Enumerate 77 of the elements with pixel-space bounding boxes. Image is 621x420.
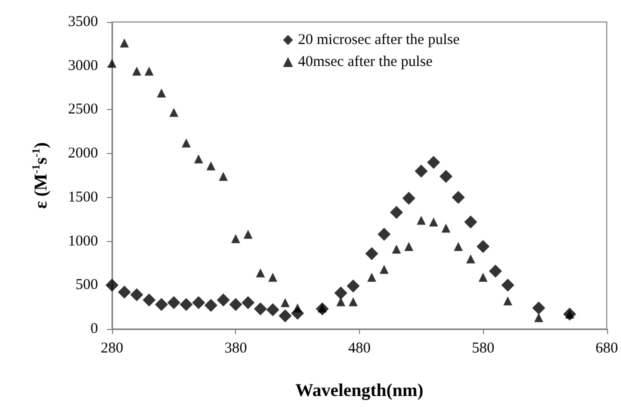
point	[334, 286, 348, 300]
point	[106, 278, 118, 292]
legend-label: 20 microsec after the pulse	[298, 32, 460, 48]
point	[242, 296, 255, 310]
y-tick-label: 0	[90, 321, 98, 337]
point	[118, 286, 131, 299]
point	[404, 242, 414, 252]
point	[216, 294, 230, 307]
y-tick-label: 2000	[68, 146, 98, 162]
x-tick-label: 680	[596, 340, 618, 356]
y-tick-label: 1000	[68, 233, 98, 250]
point	[378, 228, 391, 241]
point	[501, 278, 514, 292]
x-tick-label: 580	[472, 340, 494, 356]
point	[534, 313, 544, 322]
point	[132, 66, 142, 76]
y-tick-label: 3000	[68, 58, 98, 74]
point	[478, 272, 488, 282]
point	[466, 254, 476, 264]
point	[293, 303, 302, 312]
point	[532, 301, 546, 314]
point	[365, 247, 378, 260]
point	[182, 138, 191, 148]
point	[130, 288, 144, 302]
point	[427, 156, 440, 169]
x-tick-label: 380	[224, 340, 247, 356]
legend-label: 40msec after the pulse	[298, 54, 433, 70]
point	[429, 217, 438, 226]
point	[204, 298, 218, 312]
point	[142, 294, 156, 307]
point	[231, 234, 240, 244]
y-axis-title: ε (M-1s-1)	[30, 142, 50, 209]
point	[268, 272, 278, 282]
point	[144, 66, 154, 76]
point	[452, 190, 465, 204]
point	[154, 298, 168, 311]
x-tick-label: 280	[100, 340, 124, 356]
y-tick-label: 500	[76, 277, 98, 294]
point	[266, 303, 280, 316]
point	[180, 298, 193, 311]
point	[256, 268, 265, 278]
point	[194, 154, 204, 164]
point	[439, 170, 452, 183]
point	[192, 296, 206, 310]
point	[454, 242, 463, 252]
point	[156, 88, 166, 98]
point	[229, 298, 242, 311]
point	[416, 216, 426, 225]
point	[390, 206, 403, 219]
point	[167, 296, 180, 310]
point	[402, 192, 416, 205]
point	[476, 240, 490, 254]
point	[218, 172, 228, 181]
point	[280, 298, 290, 308]
point	[367, 272, 376, 282]
point	[244, 230, 253, 239]
point	[108, 58, 116, 68]
x-tick-label: 480	[348, 340, 371, 356]
point	[464, 215, 478, 228]
x-axis-title: Wavelength(nm)	[295, 380, 424, 400]
y-tick-label: 1500	[68, 189, 98, 206]
point	[336, 297, 346, 306]
point	[414, 164, 428, 178]
point	[254, 302, 267, 316]
point	[278, 309, 292, 322]
point	[441, 224, 450, 233]
point	[392, 244, 401, 254]
point	[169, 108, 178, 117]
point	[488, 264, 502, 278]
point	[346, 280, 360, 293]
y-tick-label: 3500	[68, 14, 98, 30]
point	[206, 161, 216, 170]
y-tick-label: 2500	[68, 102, 98, 118]
point	[120, 38, 129, 48]
point	[503, 296, 512, 306]
point	[348, 297, 358, 306]
point	[380, 264, 389, 274]
